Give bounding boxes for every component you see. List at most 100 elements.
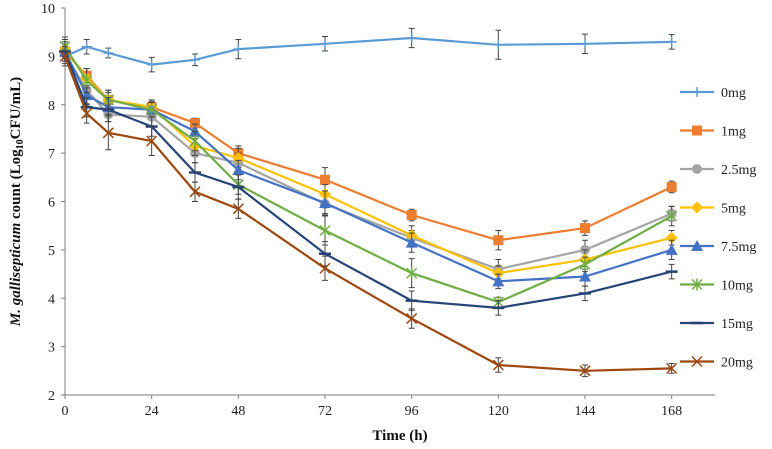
data-point [492,267,505,280]
data-point [406,32,417,43]
legend-label: 7.5mg [721,240,756,255]
data-point [233,44,244,55]
legend-item-1mg: 1mg [680,125,746,140]
legend-marker [692,164,702,174]
legend-label: 5mg [721,202,746,217]
data-point [580,223,590,234]
series-line [64,36,672,66]
y-axis-title-end: CFU/mL) [8,77,24,140]
x-tick-label: 0 [62,404,69,419]
axes: 2 3 4 5 6 7 8 9 10 0 24 48 72 96 120 144 168 [41,2,715,419]
legend-marker [691,201,703,214]
legend-item-5mg: 5mg [680,201,746,217]
data-point [146,103,158,116]
y-tick-label: 4 [48,292,55,307]
x-tick-label: 120 [488,404,509,419]
data-point [190,54,200,65]
legend-marker [692,125,702,136]
data-point [319,262,331,274]
legend-label: 20mg [721,356,753,371]
data-point [665,243,678,255]
data-point [81,41,92,52]
y-tick-label: 9 [48,50,55,65]
series-2.5mg [60,43,677,280]
legend-marker [691,240,703,251]
data-point [579,365,591,377]
x-tick-label: 144 [575,404,596,419]
legend-label: 10mg [721,279,753,294]
y-tick-label: 3 [48,341,55,356]
legend: 0mg 1mg 2.5mg 5mg 7.5mg 10mg 15mg 20mg [680,86,756,371]
series-0mg [60,27,677,73]
series-line [64,51,673,283]
data-point [406,267,418,280]
data-point [405,236,418,248]
data-point [579,258,591,271]
data-point [190,118,200,129]
y-tick-label: 2 [48,389,55,404]
series-line [64,53,673,271]
y-tick-label: 8 [48,99,55,114]
data-point [666,362,678,374]
series-layer [59,27,678,378]
data-point [232,151,245,164]
data-point [666,210,678,223]
y-tick-label: 7 [48,147,55,162]
data-point [59,50,71,62]
data-point [189,186,201,198]
data-point [493,39,504,50]
data-point [81,74,93,87]
series-line [64,46,673,304]
y-tick-label: 10 [41,2,55,17]
legend-label: 15mg [721,317,753,332]
series-line [64,48,672,275]
legend-marker [691,278,703,291]
data-point [492,275,505,287]
data-point [320,38,330,49]
y-axis-title-rest: count (Log [8,149,24,223]
legend-item-7.5mg: 7.5mg [680,240,756,255]
legend-item-0mg: 0mg [680,86,746,101]
x-tick-label: 96 [405,404,419,419]
data-point [666,36,677,47]
data-point [406,313,418,325]
data-point [103,47,114,58]
data-point [81,107,93,119]
series-1mg [60,43,677,251]
legend-marker [692,87,702,97]
legend-marker [691,355,703,368]
data-point [189,135,201,148]
y-axis-title-sub: 10 [15,139,26,149]
y-axis-title-italic: M. gallisepticum [8,223,24,327]
legend-item-10mg: 10mg [680,278,753,294]
x-tick-label: 72 [318,404,332,419]
legend-label: 1mg [721,125,746,140]
data-point [319,196,331,208]
data-point [319,224,331,237]
x-axis-title: Time (h) [372,428,427,444]
data-point [102,127,114,139]
data-point [232,164,245,176]
series-20mg [59,46,678,378]
x-tick-label: 48 [231,404,245,419]
data-point [146,135,158,147]
series-10mg [59,36,678,309]
legend-item-20mg: 20mg [680,356,753,371]
legend-label: 0mg [721,86,746,101]
x-tick-label: 168 [661,404,682,419]
legend-label: 2.5mg [721,163,756,178]
y-tick-label: 6 [48,196,55,211]
data-point [580,38,590,49]
data-point [492,359,504,371]
legend-item-2.5mg: 2.5mg [680,163,756,178]
data-point [493,235,504,246]
y-tick-label: 5 [48,244,55,259]
data-point [406,210,417,221]
data-point [666,181,677,192]
y-axis-title: M. gallisepticum count (Log10CFU/mL) [8,77,26,327]
x-tick-label: 24 [145,404,159,419]
data-point [146,59,157,70]
data-point [320,174,330,185]
data-point [665,231,678,244]
